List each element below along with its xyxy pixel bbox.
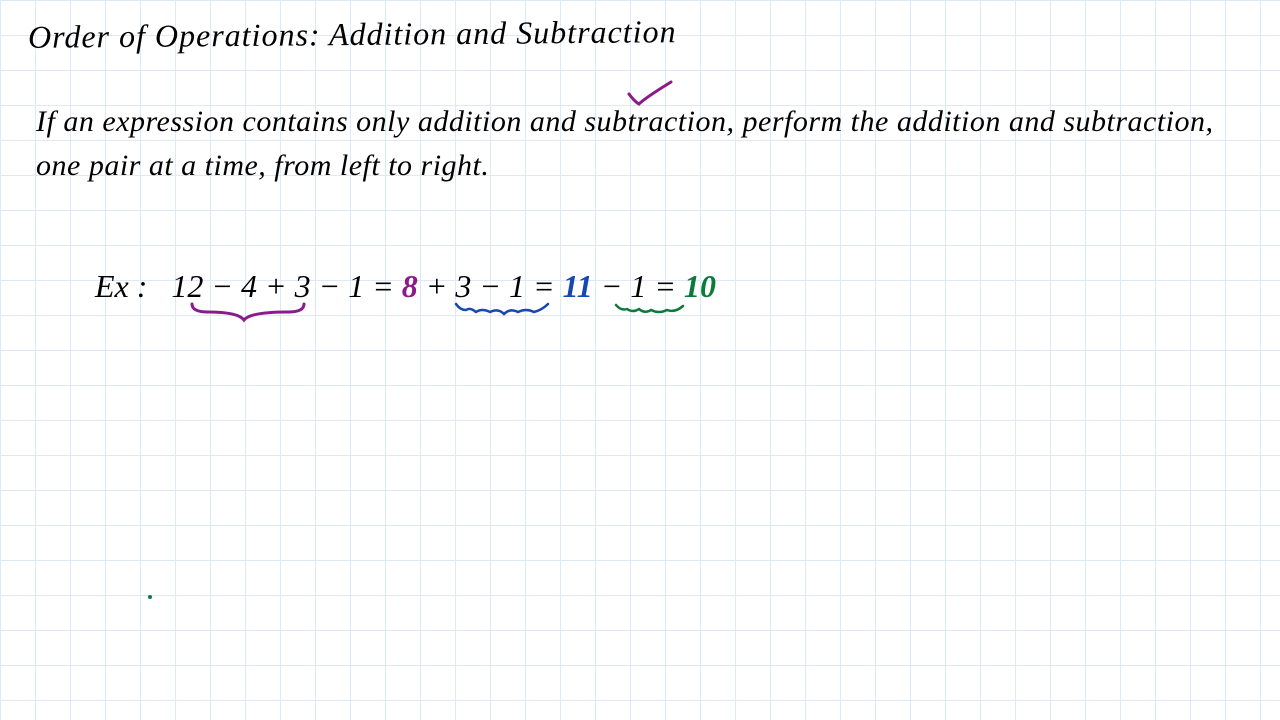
- step1-rest: + 3 − 1 =: [265, 268, 402, 304]
- step2-rest: − 1 =: [479, 268, 562, 304]
- step3-result: 11: [563, 268, 593, 304]
- underbrace-blue: [452, 302, 552, 324]
- handwriting-layer: Order of Operations: Addition and Subtra…: [0, 0, 1280, 720]
- step2-pair: + 3: [426, 268, 472, 304]
- final-result: 10: [684, 268, 716, 304]
- step3-eq: =: [654, 268, 684, 304]
- example-label: Ex :: [95, 268, 147, 304]
- stray-dot: [148, 595, 152, 599]
- step1-pair: 12 − 4: [171, 268, 257, 304]
- page-title: Order of Operations: Addition and Subtra…: [28, 13, 677, 56]
- underbrace-green: [613, 302, 687, 322]
- example-expression: Ex : 12 − 4 + 3 − 1 = 8 + 3 − 1 = 11 − 1…: [95, 268, 716, 305]
- step2-result: 8: [402, 268, 418, 304]
- rule-paragraph: If an expression contains only addition …: [36, 100, 1236, 187]
- step3-pair: − 1: [601, 268, 647, 304]
- underbrace-purple: [188, 302, 308, 324]
